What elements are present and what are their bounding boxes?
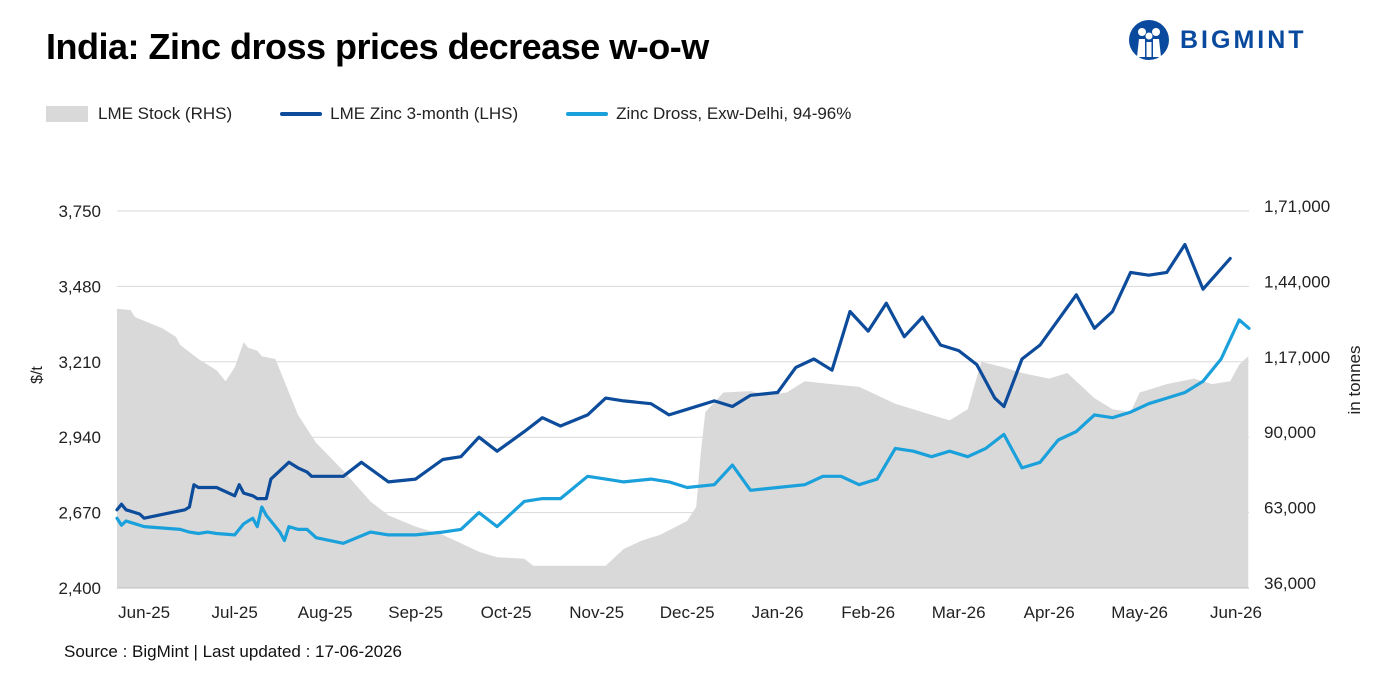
source-note: Source : BigMint | Last updated : 17-06-… <box>64 642 403 661</box>
x-tick-label: May-26 <box>1111 603 1168 622</box>
x-tick-label: Oct-25 <box>481 603 532 622</box>
x-tick-label: Mar-26 <box>932 603 986 622</box>
y2-axis-label: in tonnes <box>1345 346 1364 415</box>
x-tick-label: Apr-26 <box>1024 603 1075 622</box>
y2-tick-label: 90,000 <box>1264 423 1316 442</box>
chart-title: India: Zinc dross prices decrease w-o-w <box>46 26 709 67</box>
y-tick-label: 3,750 <box>58 202 101 221</box>
x-tick-label: Feb-26 <box>841 603 895 622</box>
x-tick-label: Jul-25 <box>211 603 257 622</box>
legend-swatch-line <box>280 112 323 116</box>
series-line-zinc-dross <box>115 318 1251 545</box>
legend-item-lme-stock: LME Stock (RHS) <box>46 104 232 124</box>
y-tick-label: 3,210 <box>58 353 101 372</box>
x-tick-label: Dec-25 <box>660 603 715 622</box>
x-tick-label: Jun-26 <box>1210 603 1262 622</box>
y2-tick-label: 1,71,000 <box>1264 197 1330 216</box>
x-tick-label: Jun-25 <box>118 603 170 622</box>
y-tick-label: 2,940 <box>58 428 101 447</box>
series-area-lme-stock <box>117 308 1249 588</box>
legend-label: Zinc Dross, Exw-Delhi, 94-96% <box>616 104 852 123</box>
bigmint-logo: BIGMINT <box>1128 18 1307 62</box>
y-tick-label: 3,480 <box>58 277 101 296</box>
x-tick-label: Nov-25 <box>569 603 624 622</box>
y-tick-label: 2,400 <box>58 579 101 598</box>
y-axis-label: $/t <box>29 366 46 384</box>
series-line-lme-zinc <box>115 242 1232 520</box>
x-tick-label: Jan-26 <box>752 603 804 622</box>
legend-swatch-area <box>46 106 88 122</box>
legend-item-zinc-dross: Zinc Dross, Exw-Delhi, 94-96% <box>566 104 851 124</box>
y-tick-label: 2,670 <box>58 504 101 523</box>
legend-label: LME Stock (RHS) <box>98 104 233 123</box>
x-tick-label: Sep-25 <box>388 603 443 622</box>
people-circle-icon <box>1129 20 1169 60</box>
y2-tick-label: 1,44,000 <box>1264 272 1330 291</box>
legend-item-lme-zinc: LME Zinc 3-month (LHS) <box>280 104 518 124</box>
logo-text: BIGMINT <box>1180 25 1307 54</box>
chart-legend: LME Stock (RHS) LME Zinc 3-month (LHS) Z… <box>46 104 899 124</box>
legend-swatch-line <box>566 112 609 116</box>
legend-label: LME Zinc 3-month (LHS) <box>330 104 519 123</box>
y2-tick-label: 63,000 <box>1264 499 1316 518</box>
y2-tick-label: 36,000 <box>1264 574 1316 593</box>
x-tick-label: Aug-25 <box>298 603 353 622</box>
y2-tick-label: 1,17,000 <box>1264 348 1330 367</box>
